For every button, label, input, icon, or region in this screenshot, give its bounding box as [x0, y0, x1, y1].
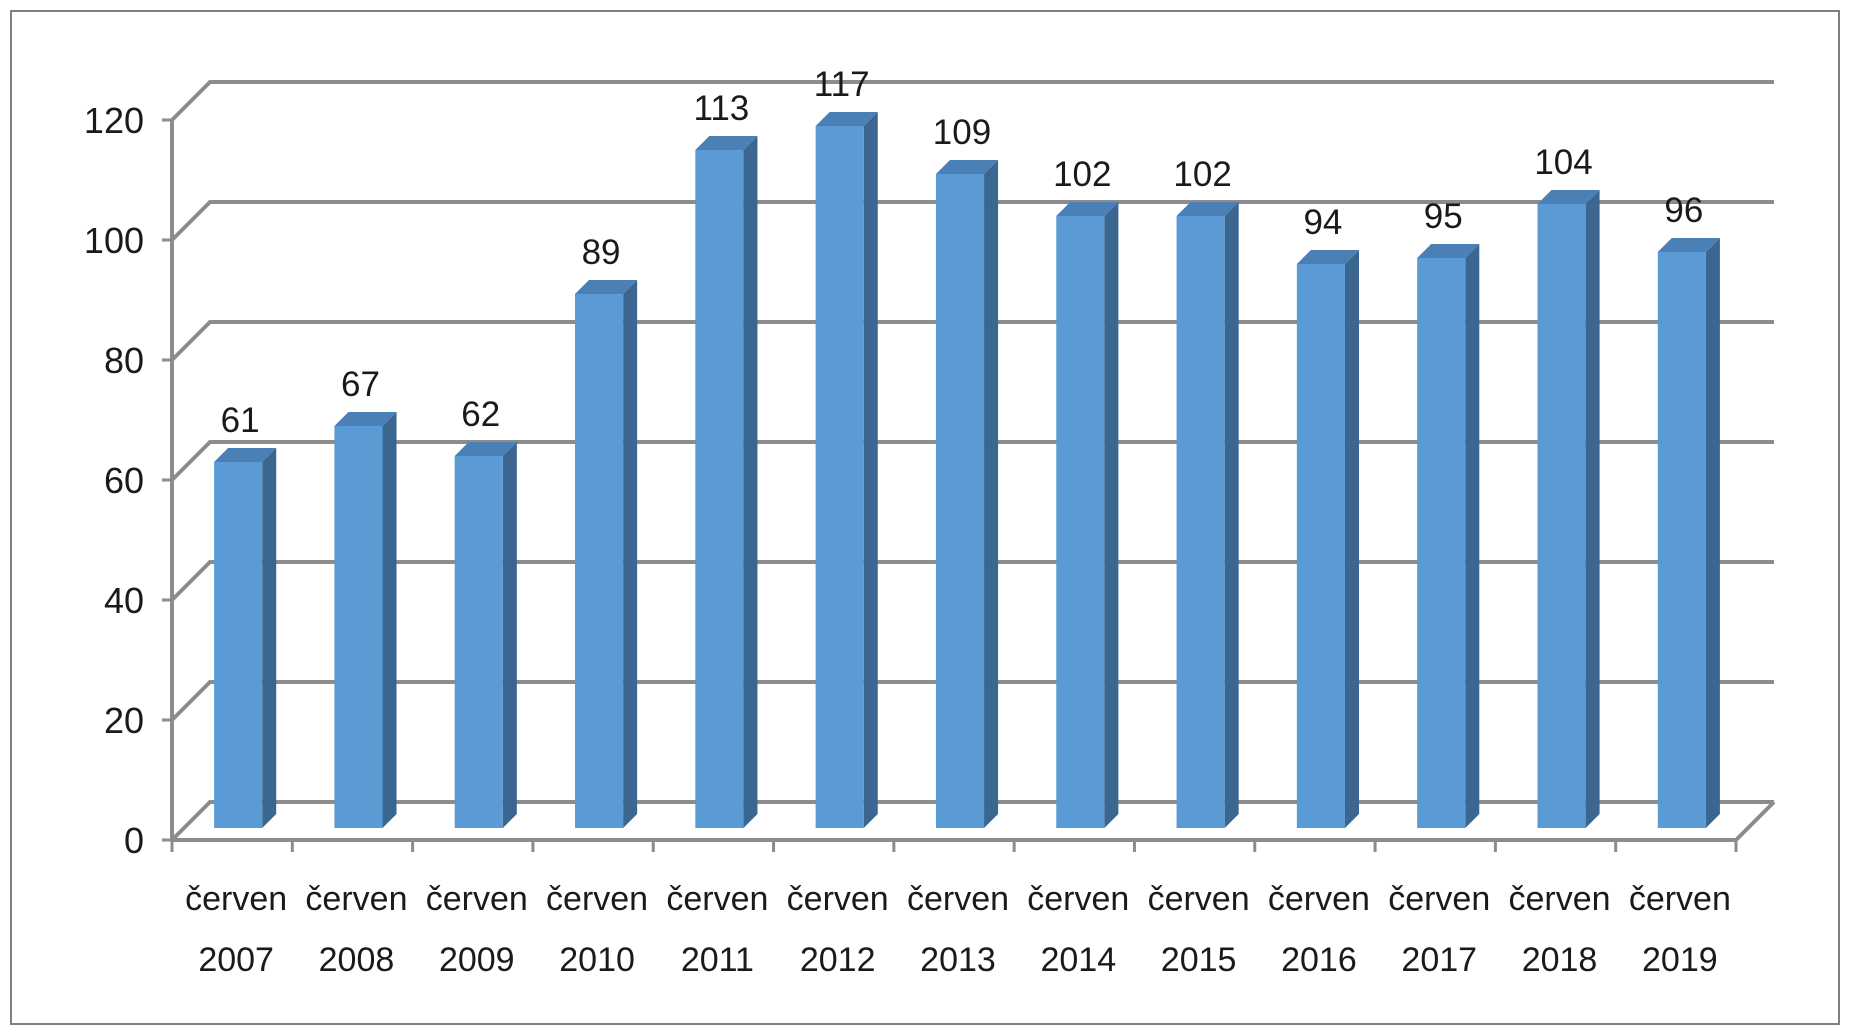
- bar: [935, 174, 985, 828]
- x-tick-label: 2012: [800, 941, 876, 979]
- x-tick-label: 2019: [1642, 941, 1718, 979]
- data-label: 109: [933, 113, 991, 152]
- x-tick-label: červen: [907, 880, 1009, 918]
- bar-top: [1176, 202, 1239, 216]
- bar-side: [1465, 244, 1480, 828]
- x-tick-label: 2009: [439, 941, 515, 979]
- bar-side: [1344, 250, 1359, 828]
- bar: [214, 462, 263, 828]
- bar: [334, 426, 383, 828]
- x-tick-label: červen: [1629, 880, 1731, 918]
- x-tick-label: 2017: [1401, 941, 1477, 979]
- bar-side: [863, 112, 878, 828]
- x-tick-label: červen: [666, 880, 768, 918]
- data-label: 102: [1053, 155, 1111, 194]
- bar: [1657, 252, 1706, 828]
- bar-top: [1296, 250, 1359, 264]
- x-tick-label: červen: [1388, 880, 1490, 918]
- data-label: 67: [341, 365, 380, 404]
- y-tick-label: 40: [104, 580, 144, 621]
- x-tick-label: červen: [185, 880, 287, 918]
- y-tick-label: 120: [84, 100, 144, 141]
- data-label: 61: [221, 401, 260, 440]
- x-tick-label: červen: [787, 880, 889, 918]
- bar-top: [454, 442, 517, 456]
- bar: [1537, 204, 1586, 828]
- x-tick-label: červen: [426, 880, 528, 918]
- x-tick-label: červen: [305, 880, 407, 918]
- floor-edge: [1734, 800, 1776, 842]
- x-tick-label: 2008: [319, 941, 395, 979]
- bar-side: [1104, 202, 1119, 828]
- bar-top: [575, 280, 638, 294]
- bar-top: [1657, 238, 1720, 252]
- x-tick-label: červen: [1148, 880, 1250, 918]
- bar: [1296, 264, 1345, 828]
- bar-side: [1224, 202, 1239, 828]
- data-label: 102: [1173, 155, 1231, 194]
- bar-top: [334, 412, 397, 426]
- x-tick-label: červen: [1509, 880, 1611, 918]
- bar-side: [502, 442, 517, 828]
- bar-side: [382, 412, 397, 828]
- gridline: [170, 560, 1774, 602]
- bar: [1176, 216, 1225, 828]
- data-label: 89: [582, 233, 621, 272]
- bar-side: [1585, 190, 1600, 828]
- bar: [575, 294, 624, 828]
- x-tick-label: 2007: [198, 941, 274, 979]
- data-label: 104: [1534, 143, 1592, 182]
- x-tick-label: 2010: [559, 941, 635, 979]
- gridline: [170, 680, 1774, 722]
- bar-side: [1705, 238, 1720, 828]
- bar-top: [1417, 244, 1480, 258]
- bar: [695, 150, 744, 828]
- x-tick-label: červen: [546, 880, 648, 918]
- y-tick-label: 20: [104, 700, 144, 741]
- y-tick-label: 60: [104, 460, 144, 501]
- x-tick-label: 2018: [1522, 941, 1598, 979]
- x-tick-label: 2014: [1040, 941, 1116, 979]
- bar: [815, 126, 864, 828]
- gridline: [170, 200, 1774, 242]
- gridline: [170, 800, 1774, 842]
- bar-side: [262, 448, 277, 828]
- bar-top: [1056, 202, 1119, 216]
- data-label: 96: [1664, 191, 1703, 230]
- bar-side: [623, 280, 638, 828]
- bar-side: [984, 160, 999, 828]
- bar-top: [695, 136, 758, 150]
- data-label: 95: [1424, 197, 1463, 236]
- y-tick-label: 0: [124, 820, 144, 861]
- x-tick-label: 2013: [920, 941, 996, 979]
- bar-top: [1537, 190, 1600, 204]
- gridline: [170, 320, 1774, 362]
- bar-top: [815, 112, 878, 126]
- chart-frame: [10, 10, 1840, 1025]
- gridline: [170, 80, 1774, 122]
- data-label: 117: [814, 65, 870, 104]
- data-label: 62: [461, 395, 500, 434]
- bar-top: [214, 448, 277, 462]
- x-tick-label: 2011: [681, 941, 754, 979]
- data-label: 113: [693, 89, 749, 128]
- bar-top: [935, 160, 999, 174]
- x-tick-label: červen: [1027, 880, 1129, 918]
- bar: [454, 456, 503, 828]
- bar: [1056, 216, 1105, 828]
- bar-side: [743, 136, 758, 828]
- y-tick-label: 100: [84, 220, 144, 261]
- bar: [1417, 258, 1466, 828]
- y-tick-label: 80: [104, 340, 144, 381]
- x-tick-label: 2015: [1161, 941, 1237, 979]
- data-label: 94: [1303, 203, 1342, 242]
- gridline: [170, 440, 1774, 482]
- x-tick-label: červen: [1268, 880, 1370, 918]
- x-tick-label: 2016: [1281, 941, 1357, 979]
